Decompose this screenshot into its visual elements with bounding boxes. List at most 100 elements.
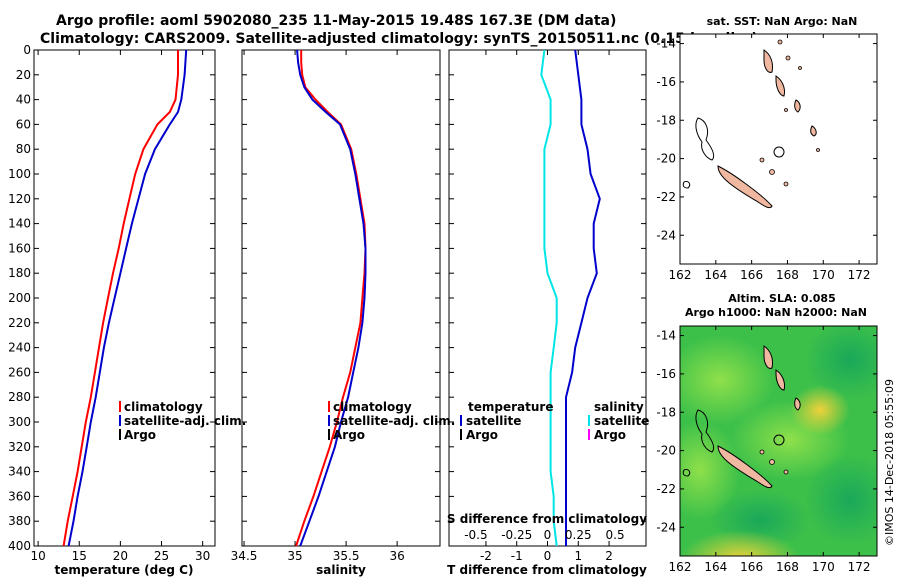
map-y-tick-label: -22	[656, 190, 676, 204]
islet	[816, 148, 820, 152]
y-tick-label: 160	[8, 241, 31, 255]
espiritu-santo-island	[763, 49, 773, 73]
legend-label-sal-argo: Argo	[594, 428, 626, 442]
legend-label-satellite: satellite-adj. clim.	[333, 414, 455, 428]
reef-outline	[695, 117, 715, 161]
y-tick-label: 300	[8, 415, 31, 429]
sla-high-patch	[680, 335, 775, 425]
y-tick-label: 280	[8, 390, 31, 404]
sla-map-title-line-2: Argo h1000: NaN h2000: NaN	[685, 306, 867, 319]
map-y-tick-label: -24	[656, 520, 676, 534]
sla-yellow-patch	[790, 385, 850, 435]
x-tick-label: 15	[72, 549, 87, 563]
title-line-2: Climatology: CARS2009. Satellite-adjuste…	[40, 31, 758, 47]
series-line-salinity-satellite	[540, 49, 558, 547]
y-tick-label: 240	[8, 341, 31, 355]
sst-profile-marker	[773, 146, 785, 158]
series-line-climatology	[295, 50, 367, 547]
x-tick-label: 2	[605, 549, 613, 563]
map-y-tick-label: -18	[656, 405, 676, 419]
legend-title-temperature: temperature	[468, 400, 553, 414]
map-x-tick-label: 164	[704, 560, 727, 574]
y-tick-label: 100	[8, 167, 31, 181]
loyalty-islet	[769, 459, 775, 465]
map-x-tick-label: 168	[776, 560, 799, 574]
y-tick-label: 80	[16, 142, 31, 156]
espiritu-santo-island	[763, 345, 773, 369]
x-tick-label: 36	[389, 549, 404, 563]
y-tick-label: 220	[8, 316, 31, 330]
title-line-1: Argo profile: aoml 5902080_235 11-May-20…	[56, 13, 616, 29]
top-x-tick-label: -0.25	[501, 528, 532, 542]
temperature-plot: 0 20 40 60 80 100 120 140 160 180 200 220 240 260 280 3…	[8, 43, 215, 563]
map-x-tick-label: 164	[704, 268, 727, 282]
efate-island	[794, 99, 801, 113]
map-x-tick-label: 172	[848, 560, 871, 574]
salinity-plot: 34.5 35 35.5 36	[231, 49, 440, 563]
map-y-tick-label: -22	[656, 482, 676, 496]
islet	[798, 66, 802, 70]
sla-profile-marker	[773, 434, 785, 446]
sst-map-coastlines	[682, 39, 820, 209]
map-y-tick-label: -14	[656, 37, 676, 51]
loyalty-islet	[759, 157, 765, 163]
y-tick-label: 40	[16, 93, 31, 107]
map-x-tick-label: 162	[669, 268, 692, 282]
difference-plot: -2 -1 0 1 2 -0.5 -0.25 0 0.25 0.5	[449, 49, 646, 563]
salinity-legend: climatology satellite-adj. clim. Argo	[328, 400, 455, 442]
sst-map-frame	[679, 33, 878, 265]
difference-panel-frame	[448, 49, 647, 547]
map-y-tick-label: -18	[656, 113, 676, 127]
efate-island	[794, 397, 801, 411]
y-tick-label: 400	[8, 539, 31, 553]
top-x-tick-label: -0.5	[464, 528, 487, 542]
x-tick-label: 1	[574, 549, 582, 563]
erromango-island	[810, 125, 817, 137]
x-tick-label: 34.5	[231, 549, 258, 563]
difference-legend-temperature: temperature satellite Argo	[460, 400, 553, 442]
sla-map-coastlines	[682, 345, 801, 489]
temperature-legend: climatology satellite-adj. clim. Argo	[119, 400, 246, 442]
x-tick-label: 0	[544, 549, 552, 563]
y-tick-label: 340	[8, 465, 31, 479]
islet	[777, 39, 783, 45]
sst-map-title: sat. SST: NaN Argo: NaN	[707, 15, 858, 28]
malakula-island	[775, 369, 785, 391]
reef-outline	[695, 409, 715, 453]
difference-top-xlabel: S difference from climatology	[447, 512, 647, 526]
x-tick-label: 35	[287, 549, 302, 563]
x-tick-label: -1	[511, 549, 523, 563]
difference-xlabel: T difference from climatology	[447, 563, 647, 577]
series-line-satellite-adj-clim-	[296, 49, 367, 547]
y-tick-label: 320	[8, 440, 31, 454]
new-caledonia-island	[717, 165, 773, 209]
reef-outline	[682, 181, 691, 189]
loyalty-islet	[783, 469, 789, 475]
map-x-tick-label: 162	[669, 560, 692, 574]
map-x-tick-label: 170	[812, 560, 835, 574]
y-tick-label: 380	[8, 514, 31, 528]
y-tick-label: 260	[8, 365, 31, 379]
legend-label-argo: Argo	[333, 428, 365, 442]
x-tick-label: 30	[195, 549, 210, 563]
loyalty-islet	[769, 169, 775, 175]
legend-label-climatology: climatology	[333, 400, 412, 414]
map-y-tick-label: -16	[656, 75, 676, 89]
map-y-tick-label: -24	[656, 228, 676, 242]
x-tick-label: -2	[480, 549, 492, 563]
y-tick-label: 120	[8, 192, 31, 206]
top-x-tick-label: 0.25	[565, 528, 592, 542]
map-x-tick-label: 170	[812, 268, 835, 282]
map-x-tick-label: 172	[848, 268, 871, 282]
sla-field	[680, 326, 877, 556]
sla-high-patch	[680, 420, 740, 520]
y-tick-label: 360	[8, 489, 31, 503]
y-tick-label: 20	[16, 68, 31, 82]
islet	[785, 55, 791, 61]
map-y-tick-label: -20	[656, 444, 676, 458]
loyalty-islet	[783, 181, 789, 187]
series-line-temperature-satellite	[565, 49, 601, 546]
credit-stamp: ©IMOS 14-Dec-2018 05:55:09	[883, 379, 896, 546]
sla-map-axes: 162 164 166 168 170 172 -14 -16 -18 -20 -22 -24	[656, 326, 877, 574]
